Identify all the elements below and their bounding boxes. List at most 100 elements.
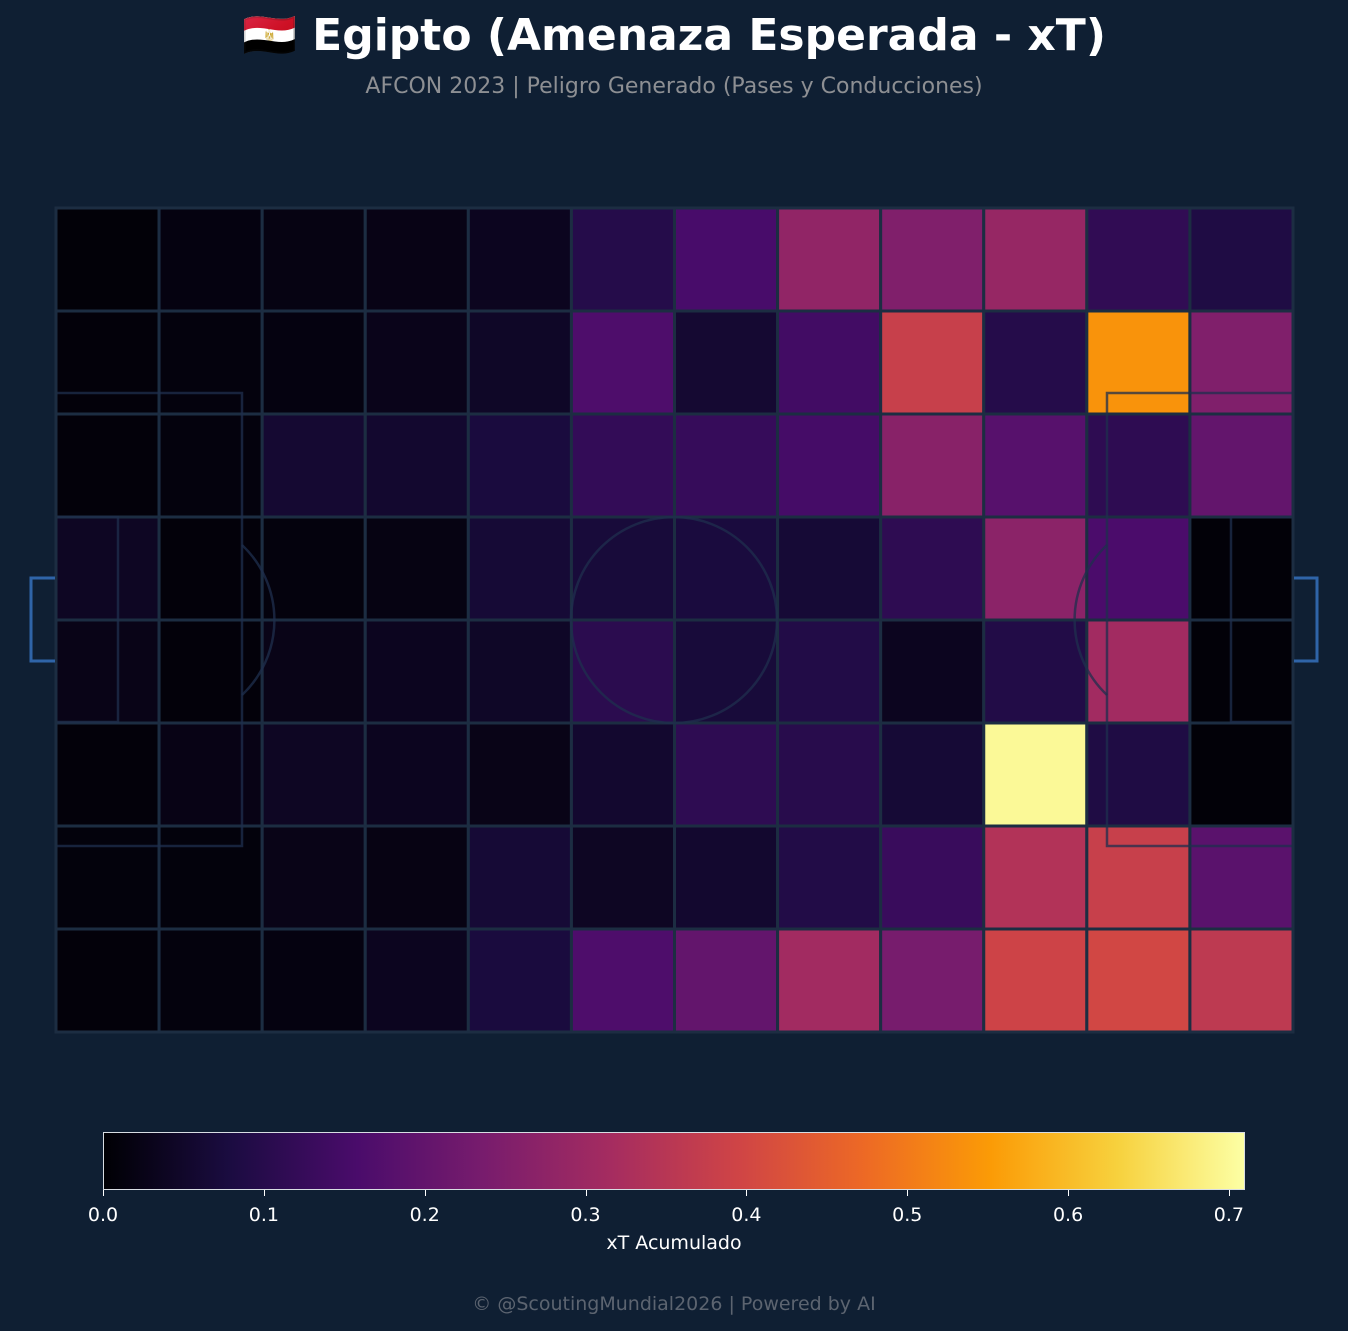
heatmap-cell [54,309,161,416]
heatmap-cell [1188,721,1295,828]
chart-subtitle: AFCON 2023 | Peligro Generado (Pases y C… [365,74,983,99]
heatmap-cell [1188,309,1295,416]
heatmap-cell [982,412,1089,519]
colorbar-tick-label: 0.6 [1052,1204,1084,1226]
heatmap-cell [363,515,470,622]
heatmap-cell [157,309,264,416]
right-penalty-arc [1073,544,1108,696]
pitch-border [54,206,1295,1034]
heatmap-cell [1188,824,1295,931]
heatmap-cell [363,206,470,313]
heatmap-cell [260,721,367,828]
heatmap-cells [54,206,1295,1034]
heatmap-cell [879,206,986,313]
colorbar-tick-mark [103,1190,104,1196]
heatmap-cell [879,309,986,416]
colorbar-tick-label: 0.5 [892,1204,923,1226]
heatmap-cell [982,206,1089,313]
heatmap-cell [569,721,677,828]
heatmap-cell [569,412,677,519]
heatmap-cell [1085,515,1192,622]
heatmap-cell [260,927,367,1034]
heatmap-cell [776,515,883,622]
heatmap-cell [54,206,161,313]
colorbar-tick-mark [585,1190,587,1196]
center-circle [569,515,779,725]
heatmap-cell [54,927,161,1034]
heatmap-cell [776,206,883,313]
heatmap-cell [673,206,780,313]
colorbar-tick-mark [1228,1190,1230,1196]
colorbar-tick-mark [1068,1190,1070,1196]
footer-credit: © @ScoutingMundial2026 | Powered by AI [472,1293,876,1315]
heatmap-cell [157,412,264,519]
heatmap-cell [157,618,264,725]
colorbar-tick-mark [907,1190,909,1196]
heatmap-cell [1188,927,1295,1034]
heatmap-cell [982,309,1089,416]
heatmap-cell [260,515,367,622]
heatmap-cell [879,927,986,1034]
heatmap-cell [466,927,573,1034]
heatmap-cell [982,721,1089,828]
pitch-heatmap [29,206,1319,1034]
left-goal [29,576,55,663]
heatmap-cell [157,515,264,622]
heatmap-cell [1085,927,1192,1034]
heatmap-cell [466,824,573,931]
colorbar-label: xT Acumulado [606,1232,742,1254]
colorbar-tick-label: 0.0 [87,1204,119,1226]
colorbar-tick-label: 0.3 [570,1204,601,1226]
heatmap-cell [466,515,573,622]
colorbar [103,1132,1245,1190]
heatmap-cell [363,309,470,416]
heatmap-cell [673,515,780,622]
heatmap-cell [982,824,1089,931]
right-goal [1294,576,1319,663]
heatmap-cell [260,618,367,725]
heatmap-cell [776,824,883,931]
heatmap-cell [260,206,367,313]
heatmap-cell [54,824,161,931]
heatmap-cell [1085,309,1192,416]
heatmap-cell [879,618,986,725]
colorbar-ticks: 0.0 0.1 0.2 0.3 0.4 0.5 0.6 0.7 [0,1190,1348,1230]
heatmap-cell [466,721,573,828]
heatmap-cell [673,412,780,519]
heatmap-cell [982,515,1089,622]
heatmap-cell [569,309,677,416]
heatmap-cell [157,721,264,828]
heatmap-cell [673,927,780,1034]
heatmap-cell [879,515,986,622]
heatmap-cell [982,927,1089,1034]
colorbar-tick-label: 0.4 [731,1204,762,1226]
heatmap-cell [569,824,677,931]
heatmap-cell [54,618,161,725]
heatmap-cell [776,412,883,519]
heatmap-cell [1188,206,1295,313]
heatmap-cell [879,824,986,931]
heatmap-cell [54,515,161,622]
heatmap-cell [363,618,470,725]
heatmap-cell [673,721,780,828]
heatmap-cell [466,618,573,725]
heatmap-cell [569,927,677,1034]
heatmap-cell [260,824,367,931]
heatmap-cell [776,721,883,828]
colorbar-tick-mark [424,1190,426,1196]
heatmap-cell [776,618,883,725]
heatmap-cell [363,412,470,519]
heatmap-cell [260,309,367,416]
heatmap-cell [776,309,883,416]
heatmap-cell [363,824,470,931]
heatmap-cell [466,206,573,313]
heatmap-cell [879,721,986,828]
heatmap-cell [157,824,264,931]
heatmap-cell [1188,618,1295,725]
heatmap-cell [157,927,264,1034]
heatmap-cell [1085,618,1192,725]
heatmap-cell [673,618,780,725]
heatmap-cell [363,927,470,1034]
heatmap-cell [466,412,573,519]
heatmap-cell [776,927,883,1034]
